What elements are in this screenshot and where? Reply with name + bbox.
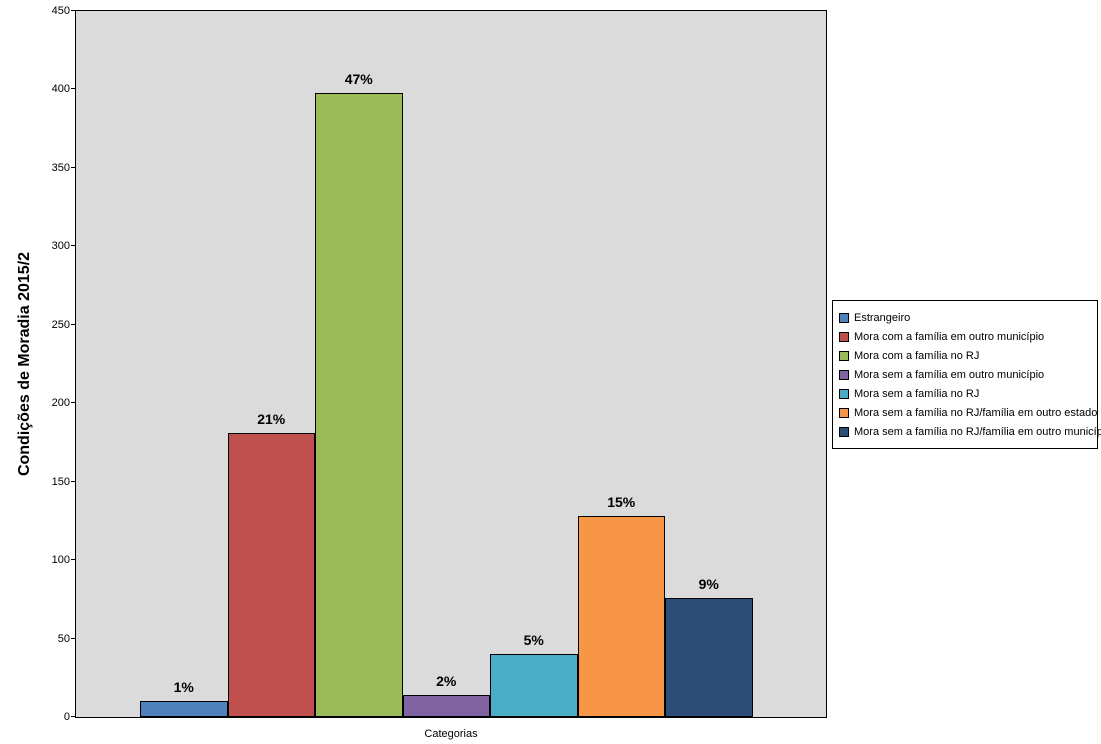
y-tick-label: 50 bbox=[57, 632, 70, 645]
y-tick-label: 200 bbox=[51, 397, 70, 410]
legend-swatch-icon bbox=[839, 350, 849, 361]
legend-item-label: Mora sem a família no RJ/família em outr… bbox=[854, 425, 1101, 438]
y-tick-mark bbox=[71, 637, 75, 639]
y-axis-title: Condições de Moradia 2015/2 bbox=[16, 251, 33, 477]
bar bbox=[402, 695, 490, 717]
bar bbox=[490, 654, 578, 717]
y-tick-label: 150 bbox=[51, 475, 70, 488]
y-tick-label: 100 bbox=[51, 554, 70, 567]
legend-item-label: Mora sem a família no RJ bbox=[854, 387, 980, 400]
y-tick-mark bbox=[71, 245, 75, 247]
y-tick-mark bbox=[71, 88, 75, 90]
bar-percent-label: 5% bbox=[523, 632, 544, 649]
bar-percent-label: 15% bbox=[607, 494, 636, 511]
y-tick-mark bbox=[71, 166, 75, 168]
bar-percent-label: 21% bbox=[257, 411, 286, 428]
bar-percent-label: 47% bbox=[344, 70, 373, 87]
y-tick-mark bbox=[71, 10, 75, 11]
legend-swatch-icon bbox=[839, 331, 849, 342]
legend-swatch-icon bbox=[839, 426, 849, 437]
legend-item-label: Mora sem a família em outro município bbox=[854, 368, 1045, 381]
y-tick-label: 350 bbox=[51, 161, 70, 174]
legend-item: Mora com a família em outro município bbox=[839, 327, 1091, 346]
y-tick-mark bbox=[71, 716, 75, 717]
y-tick-mark bbox=[71, 323, 75, 325]
legend-swatch-icon bbox=[839, 369, 849, 380]
legend-item: Mora com a família no RJ bbox=[839, 346, 1091, 365]
legend-item-label: Estrangeiro bbox=[854, 311, 911, 324]
bar-percent-label: 9% bbox=[698, 575, 719, 592]
y-tick-label: 250 bbox=[51, 318, 70, 331]
legend-item: Mora sem a família no RJ bbox=[839, 384, 1091, 403]
y-tick-label: 300 bbox=[51, 240, 70, 253]
x-axis-title: Categorias bbox=[424, 728, 478, 740]
y-tick-label: 400 bbox=[51, 83, 70, 96]
legend-item: Estrangeiro bbox=[839, 308, 1091, 327]
legend-swatch-icon bbox=[839, 407, 849, 418]
bar-percent-label: 1% bbox=[173, 679, 194, 696]
legend-item-label: Mora com a família em outro município bbox=[854, 330, 1045, 343]
bar bbox=[665, 597, 753, 717]
legend-item-label: Mora sem a família no RJ/família em outr… bbox=[854, 406, 1098, 419]
legend-item: Mora sem a família no RJ/família em outr… bbox=[839, 422, 1101, 441]
bar bbox=[227, 433, 315, 717]
plot-area: 1% 21% 47% 2% 5% 15% 9% bbox=[75, 10, 827, 718]
legend-item: Mora sem a família em outro município bbox=[839, 365, 1091, 384]
y-tick-mark bbox=[71, 402, 75, 404]
y-tick-label: 0 bbox=[63, 711, 70, 723]
y-tick-label: 450 bbox=[51, 5, 70, 17]
bar bbox=[577, 516, 665, 717]
legend-item-label: Mora com a família no RJ bbox=[854, 349, 980, 362]
legend-items: Estrangeiro Mora com a família em outro m… bbox=[839, 308, 1101, 441]
y-tick-mark bbox=[71, 480, 75, 482]
legend: Estrangeiro Mora com a família em outro m… bbox=[832, 300, 1101, 449]
bar-percent-label: 2% bbox=[436, 673, 457, 690]
legend-swatch-icon bbox=[839, 388, 849, 399]
bar bbox=[140, 701, 228, 717]
legend-swatch-icon bbox=[839, 312, 849, 323]
legend-item: Mora sem a família no RJ/família em outr… bbox=[839, 403, 1097, 422]
bar bbox=[315, 92, 403, 717]
y-tick-mark bbox=[71, 559, 75, 561]
